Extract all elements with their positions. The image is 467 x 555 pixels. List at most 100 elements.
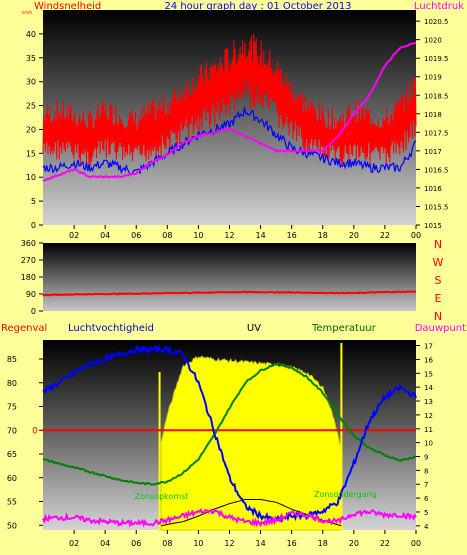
rain-value-label: 0 (32, 426, 38, 436)
wind-x-ticks: 02 04 06 08 10 12 14 16 18 20 22 00 (69, 225, 421, 240)
legend-item: Luchtvochtigheid (68, 323, 154, 334)
direction-y-tick-label: 270 (21, 256, 36, 265)
direction-compass-label: N (434, 238, 442, 251)
humidity-y-tick-label: 75 (7, 403, 17, 412)
pressure-y-tick-label: 1020 (424, 37, 442, 45)
wind-y-tick-label: 25 (26, 102, 36, 111)
pressure-y-tick-label: 1017.5 (424, 129, 449, 137)
wind-x-tick-label: 14 (255, 231, 265, 240)
temperature-y-tick-label: 15 (424, 370, 433, 378)
temperature-y-tick-label: 12 (424, 412, 433, 420)
humidity-y-tick-label: 60 (7, 474, 17, 483)
pressure-y-tick-label: 1019.5 (424, 55, 449, 63)
temperature-y-tick-label: 11 (424, 426, 433, 434)
pressure-y-ticks: 1015 1015.5 1016 1016.5 1017 1017.5 1018 1018.5… (416, 18, 449, 230)
humidity-x-ticks: 02 04 06 08 10 12 14 16 18 20 22 00 (69, 530, 421, 548)
wind-y-tick-label: 5 (31, 197, 36, 206)
direction-y-tick-label: 180 (21, 273, 36, 282)
humidity-x-tick-label: 14 (255, 539, 265, 548)
series-temperature (42, 362, 417, 486)
humidity-x-tick-label: 06 (131, 539, 141, 548)
direction-y-tick-label: 0 (31, 307, 36, 316)
temperature-y-tick-label: 14 (424, 384, 433, 392)
humidity-y-tick-label: 70 (7, 426, 17, 435)
wind-x-tick-label: 08 (162, 231, 172, 240)
pressure-y-tick-label: 1016.5 (424, 166, 449, 174)
temperature-y-tick-label: 16 (424, 356, 433, 364)
temperature-y-tick-label: 6 (424, 495, 429, 503)
humidity-x-tick-label: 00 (411, 539, 421, 548)
series-wind-speed (42, 33, 417, 167)
wind-x-tick-label: 22 (380, 231, 390, 240)
wind-x-tick-label: 20 (349, 231, 359, 240)
wind-x-tick-label: 06 (131, 231, 141, 240)
temperature-y-tick-label: 10 (424, 440, 433, 448)
wind-x-tick-label: 04 (100, 231, 110, 240)
humidity-y-tick-label: 65 (7, 450, 17, 459)
pressure-y-tick-label: 1019 (424, 74, 442, 82)
humidity-x-tick-label: 22 (380, 539, 390, 548)
temperature-y-tick-label: 17 (424, 343, 433, 351)
wind-y-tick-label: 30 (26, 78, 36, 87)
pressure-y-tick-label: 1015.5 (424, 203, 449, 211)
wind-x-tick-label: 02 (69, 231, 79, 240)
temperature-y-tick-label: 5 (424, 509, 428, 517)
wind-y-tick-label: 10 (26, 173, 36, 182)
temperature-y-ticks: 4 5 6 7 8 9 10 11 12 13 14 15 16 17 (416, 343, 433, 531)
wind-x-tick-label: 12 (224, 231, 234, 240)
temperature-y-tick-label: 8 (424, 467, 428, 475)
temperature-y-tick-label: 4 (424, 523, 429, 531)
humidity-y-tick-label: 80 (7, 379, 17, 388)
wind-y-tick-label: 40 (26, 30, 36, 39)
legend-item: UV (247, 323, 261, 334)
wind-y-tick-label: 35 (26, 54, 36, 63)
wind-y-tick-label: 15 (26, 149, 36, 158)
temperature-y-tick-label: 13 (424, 398, 433, 406)
pressure-y-tick-label: 1017 (424, 148, 442, 156)
pressure-axis-title: Luchtdruk (414, 1, 464, 12)
humidity-x-tick-label: 18 (318, 539, 328, 548)
wind-x-tick-label: 18 (318, 231, 328, 240)
series-dewpoint (42, 508, 417, 528)
series-humidity (42, 343, 417, 524)
humidity-x-tick-label: 12 (224, 539, 234, 548)
temperature-y-tick-label: 9 (424, 453, 428, 461)
wind-x-tick-label: 00 (411, 231, 421, 240)
direction-compass-label: N (434, 310, 442, 323)
legend: Regenval Luchtvochtigheid UV Temperatuur Dau… (1, 323, 466, 334)
wind-axis-title: Windsnelheid (34, 1, 101, 12)
humidity-x-tick-label: 20 (349, 539, 359, 548)
direction-y-tick-label: 360 (21, 239, 36, 248)
humidity-y-tick-label: 50 (7, 521, 17, 530)
pressure-y-tick-label: 1016 (424, 185, 442, 193)
humidity-y-tick-label: 85 (7, 355, 17, 364)
humidity-x-tick-label: 16 (287, 539, 297, 548)
pressure-y-tick-label: 1018.5 (424, 92, 449, 100)
pressure-y-tick-label: 1015 (424, 222, 442, 230)
humidity-y-tick-label: 55 (7, 498, 17, 507)
series-pressure (42, 41, 417, 182)
uv-area (160, 355, 342, 531)
humidity-x-tick-label: 08 (162, 539, 172, 548)
legend-item: Dauwpunt (415, 323, 466, 334)
direction-compass-label: S (435, 274, 442, 287)
legend-item: Temperatuur (311, 323, 377, 334)
direction-plot-area (43, 243, 416, 311)
sunrise-label: Zonsopkomst (135, 492, 189, 501)
temperature-y-tick-label: 7 (424, 481, 428, 489)
direction-compass-label: W (433, 256, 444, 269)
legend-item: Regenval (1, 323, 47, 334)
pressure-y-tick-label: 1020.5 (424, 18, 449, 26)
humidity-x-tick-label: 04 (100, 539, 110, 548)
direction-y-tick-label: 90 (26, 290, 36, 299)
humidity-y-ticks: 50 55 60 65 70 75 80 85 (7, 355, 43, 530)
direction-y-ticks: 360 270 180 90 0 (21, 239, 43, 316)
humidity-x-tick-label: 02 (69, 539, 79, 548)
wind-unit-label: km/h (22, 10, 33, 15)
humidity-x-tick-label: 10 (193, 539, 203, 548)
sunset-label: Zonsondergang (314, 490, 377, 499)
direction-compass-label: E (435, 292, 442, 305)
wind-y-tick-label: 20 (26, 125, 36, 134)
